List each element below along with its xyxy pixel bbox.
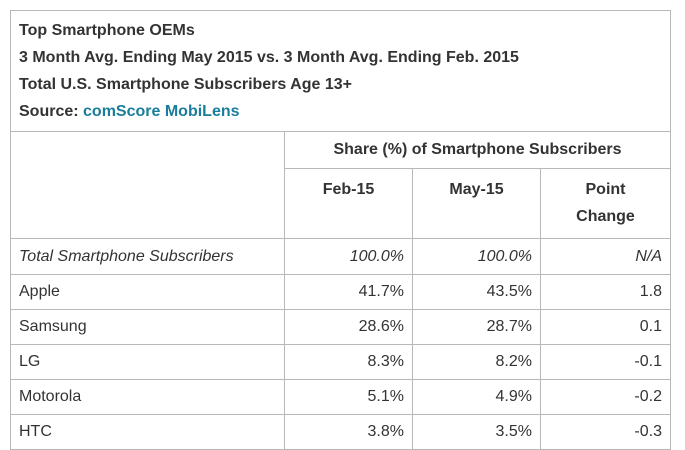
group-header-row: Share (%) of Smartphone Subscribers: [10, 131, 671, 239]
header-title: Top Smartphone OEMs: [19, 22, 195, 39]
row-change: -0.2: [540, 379, 671, 415]
table-row-apple: Apple 41.7% 43.5% 1.8: [10, 274, 671, 310]
row-label: Apple: [10, 274, 285, 310]
row-feb: 8.3%: [284, 344, 413, 380]
table-row-lg: LG 8.3% 8.2% -0.1: [10, 344, 671, 380]
row-change: -0.3: [540, 414, 671, 450]
row-may: 8.2%: [412, 344, 541, 380]
row-change: -0.1: [540, 344, 671, 380]
group-header: Share (%) of Smartphone Subscribers: [284, 131, 671, 169]
header-population: Total U.S. Smartphone Subscribers Age 13…: [19, 76, 352, 93]
row-feb: 5.1%: [284, 379, 413, 415]
column-header-may: May-15: [412, 168, 541, 239]
total-may: 100.0%: [412, 238, 541, 275]
column-header-change: Point Change: [540, 168, 671, 239]
row-label: Samsung: [10, 309, 285, 345]
total-change: N/A: [540, 238, 671, 275]
empty-corner-cell: [10, 131, 285, 239]
oem-share-table: Top Smartphone OEMs 3 Month Avg. Ending …: [10, 10, 671, 450]
row-may: 43.5%: [412, 274, 541, 310]
table-header-cell: Top Smartphone OEMs 3 Month Avg. Ending …: [10, 10, 671, 132]
total-label: Total Smartphone Subscribers: [10, 238, 285, 275]
table-row-samsung: Samsung 28.6% 28.7% 0.1: [10, 309, 671, 345]
row-label: HTC: [10, 414, 285, 450]
total-feb: 100.0%: [284, 238, 413, 275]
source-label: Source:: [19, 103, 79, 120]
row-feb: 28.6%: [284, 309, 413, 345]
column-header-row: Feb-15 May-15 Point Change: [11, 168, 671, 239]
row-change: 1.8: [540, 274, 671, 310]
row-feb: 41.7%: [284, 274, 413, 310]
total-row: Total Smartphone Subscribers 100.0% 100.…: [10, 238, 671, 275]
column-header-change-text: Point Change: [576, 181, 635, 225]
table-header-block: Top Smartphone OEMs 3 Month Avg. Ending …: [10, 10, 671, 132]
header-period: 3 Month Avg. Ending May 2015 vs. 3 Month…: [19, 49, 519, 66]
row-change: 0.1: [540, 309, 671, 345]
row-label: LG: [10, 344, 285, 380]
row-may: 3.5%: [412, 414, 541, 450]
table-row-htc: HTC 3.8% 3.5% -0.3: [10, 414, 671, 450]
row-feb: 3.8%: [284, 414, 413, 450]
header-source: Source: comScore MobiLens: [19, 98, 662, 125]
column-header-feb: Feb-15: [284, 168, 413, 239]
oem-share-table-container: Top Smartphone OEMs 3 Month Avg. Ending …: [10, 10, 671, 450]
row-may: 4.9%: [412, 379, 541, 415]
source-name: comScore MobiLens: [83, 103, 240, 120]
table-row-motorola: Motorola 5.1% 4.9% -0.2: [10, 379, 671, 415]
row-label: Motorola: [10, 379, 285, 415]
row-may: 28.7%: [412, 309, 541, 345]
